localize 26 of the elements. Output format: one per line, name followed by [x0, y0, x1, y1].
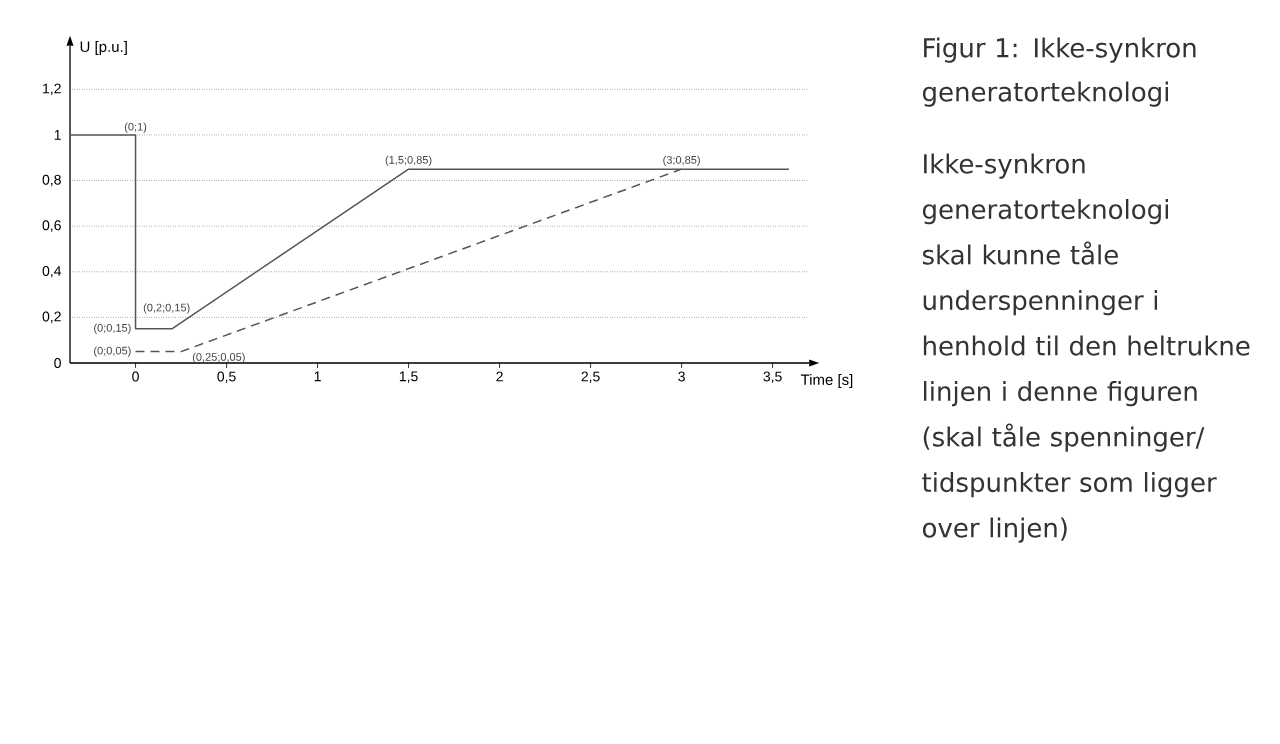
x-tick-label: 1,5 [399, 371, 418, 383]
x-tick-label: 3,5 [763, 371, 782, 384]
x-tick-label: 2,5 [581, 371, 600, 384]
y-tick-label: 1,2 [43, 83, 61, 96]
y-tick-label: 0,6 [42, 220, 61, 232]
text: Figur 1: Ikke-synkron generatorteknologi [922, 37, 1196, 107]
text: Ikke-synkron generatorteknologi skal kunne tåle underspenninger i henhold til den heltrukne linjen i denne figuren (skal tåle spenninger/ tidspunkter som ligger over linjen) [922, 153, 1250, 543]
y-tick-label: 0,2 [42, 311, 61, 324]
y-axis-title: U [p.u.] [80, 41, 127, 55]
x-tick-label: 2 [496, 371, 503, 382]
annotation: (0,25;0,05) [192, 352, 245, 364]
x-tick-label: 3 [678, 371, 685, 382]
y-tick-label: 0,8 [42, 174, 61, 187]
y-tick-label: 1 [54, 130, 61, 140]
x-axis-title: Time [s] [800, 374, 853, 388]
y-tick-label: 0,4 [42, 265, 62, 278]
annotation: (0;1) [124, 122, 147, 133]
x-tick-label: 0 [132, 371, 139, 382]
annotation: (0;0,05) [94, 346, 131, 357]
annotation: (1,5;0,85) [385, 155, 432, 166]
x-tick-label: 1 [314, 371, 321, 382]
y-tick-label: 0 [54, 358, 61, 368]
annotation: (3;0,85) [663, 155, 700, 166]
annotation: (0,2;0,15) [143, 303, 190, 314]
annotation: (0;0,15) [94, 323, 131, 334]
x-tick-label: 0,5 [217, 371, 236, 384]
